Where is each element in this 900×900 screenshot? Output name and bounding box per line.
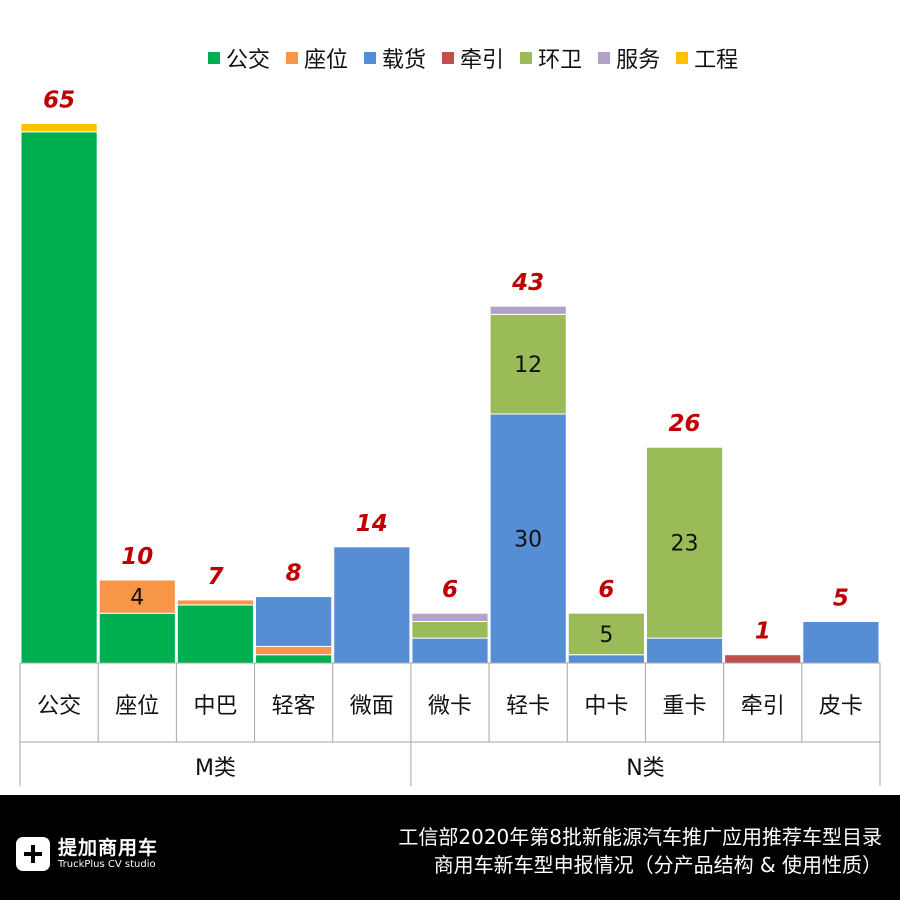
x-tick-label: 重卡 [663, 694, 707, 719]
bar-segment-公交-工程 [20, 123, 98, 133]
x-tick-label: 微卡 [428, 694, 472, 719]
bar-segment-中卡-环卫 [567, 612, 645, 656]
legend-label: 座位 [304, 48, 349, 73]
bar-segment-公交-公交 [20, 131, 98, 664]
bar-segment-重卡-载货 [645, 637, 724, 664]
total-value-label: 8 [286, 561, 302, 587]
bar-segment-微卡-载货 [411, 637, 489, 664]
legend-swatch [676, 52, 689, 64]
x-tick-label: 中巴 [193, 694, 237, 719]
x-group-label: M类 [195, 756, 236, 781]
x-tick-label: 牵引 [741, 694, 785, 719]
x-tick-label: 轻卡 [506, 694, 550, 719]
brand-name-en: TruckPlus CV studio [58, 858, 156, 870]
bar-segment-座位-座位 [98, 579, 176, 614]
x-tick-label: 公交 [37, 694, 81, 719]
footer-banner: 提加商用车 TruckPlus CV studio 工信部2020年第8批新能源… [0, 795, 900, 900]
x-tick-label: 中卡 [584, 694, 628, 719]
inner-value-label: 23 [671, 532, 699, 557]
bar-segment-微面-载货 [333, 546, 411, 664]
legend-swatch [208, 52, 220, 64]
inner-value-label: 30 [514, 528, 542, 553]
total-value-label: 10 [121, 544, 153, 570]
x-tick-label: 座位 [115, 694, 159, 719]
bar-segment-中卡-载货 [567, 654, 645, 664]
legend-label: 环卫 [538, 48, 583, 73]
legend-item: 公交 [208, 42, 270, 74]
total-value-label: 26 [669, 411, 701, 437]
legend-swatch [520, 52, 533, 64]
bar-segment-座位-公交 [98, 612, 176, 664]
x-group-label: N类 [626, 756, 664, 781]
legend-item: 牵引 [442, 42, 504, 74]
brand-logo-icon [16, 837, 50, 871]
legend-item: 环卫 [520, 42, 582, 74]
chart-legend: 公交 座位 载货 牵引 环卫 服务 工程 [208, 42, 738, 74]
legend-item: 工程 [676, 42, 738, 74]
total-value-label: 65 [43, 88, 75, 114]
legend-swatch [598, 52, 611, 64]
x-tick-label: 微面 [350, 694, 394, 719]
legend-item: 服务 [598, 42, 660, 74]
inner-value-label: 4 [130, 586, 144, 611]
bar-segment-中巴-公交 [176, 604, 255, 664]
legend-swatch [286, 52, 299, 64]
legend-swatch [364, 52, 377, 64]
bar-segment-轻客-座位 [255, 645, 333, 656]
footer-title-line1: 工信部2020年第8批新能源汽车推广应用推荐车型目录 [398, 825, 882, 849]
bar-segment-中巴-座位 [176, 599, 255, 606]
legend-label: 工程 [694, 48, 739, 73]
total-value-label: 6 [442, 577, 458, 603]
x-tick-label: 轻客 [272, 694, 316, 719]
bar-segment-微卡-环卫 [411, 621, 489, 639]
bar-segment-轻客-载货 [255, 596, 333, 647]
legend-item: 座位 [286, 42, 348, 74]
total-value-label: 7 [207, 564, 223, 590]
bar-segment-皮卡-载货 [802, 621, 880, 664]
brand-name-cn: 提加商用车 [58, 837, 159, 860]
total-value-label: 1 [755, 619, 771, 645]
legend-label: 载货 [382, 48, 427, 73]
bar-segment-重卡-环卫 [645, 446, 724, 639]
x-tick-label: 皮卡 [819, 694, 863, 719]
bar-segment-微卡-服务 [411, 612, 489, 623]
inner-value-label: 12 [514, 353, 542, 378]
footer-title-line2: 商用车新车型申报情况（分产品结构 & 使用性质） [433, 853, 882, 877]
legend-label: 牵引 [460, 48, 505, 73]
bar-segment-轻卡-载货 [489, 413, 567, 664]
legend-item: 载货 [364, 42, 426, 74]
total-value-label: 5 [833, 586, 849, 612]
total-value-label: 14 [356, 511, 388, 537]
inner-value-label: 5 [599, 623, 613, 648]
bar-segment-轻客-公交 [255, 654, 333, 664]
brand-logo: 提加商用车 TruckPlus CV studio [16, 837, 158, 871]
legend-swatch [442, 52, 455, 64]
legend-label: 公交 [226, 48, 271, 73]
legend-label: 服务 [616, 48, 661, 73]
bar-segment-牵引-牵引 [724, 654, 802, 664]
bar-segment-轻卡-服务 [489, 305, 567, 315]
total-value-label: 43 [511, 270, 544, 296]
total-value-label: 6 [598, 577, 614, 603]
